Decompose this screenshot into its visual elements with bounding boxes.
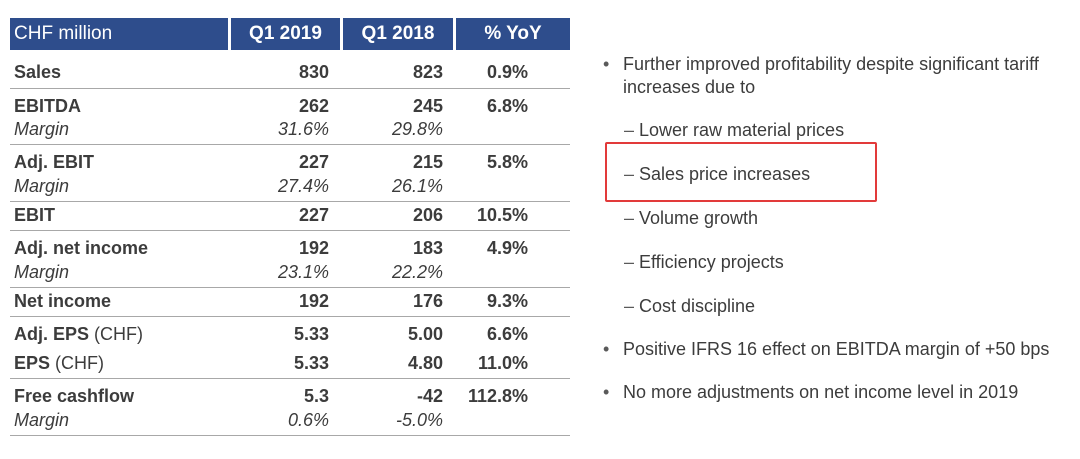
row-label: EBIT [14,205,56,225]
bullet-ifrs16: Positive IFRS 16 effect on EBITDA margin… [623,339,1050,359]
value-yoy: 10.5% [476,205,528,225]
margin-q1-2018: 29.8% [391,119,443,139]
row-label: Sales [14,62,62,82]
value-q1-2019: 5.33 [293,353,329,373]
dash: – [624,164,635,184]
row-label: Adj. net income [14,238,149,258]
highlight-box [605,142,877,202]
value-yoy: 0.9% [486,62,528,82]
value-q1-2018: 5.00 [407,324,443,344]
margin-label: Margin [14,262,70,282]
margin-q1-2018: 22.2% [391,262,443,282]
dash: – [624,208,635,228]
margin-q1-2019: 0.6% [287,410,329,430]
value-q1-2019: 227 [298,205,329,225]
header-q1-2019: Q1 2019 [231,18,340,50]
value-yoy: 9.3% [486,291,528,311]
row-divider [10,316,570,317]
margin-label: Margin [14,176,70,196]
value-yoy: 11.0% [477,353,528,373]
row-label: Adj. EPS (CHF) [14,324,143,345]
row-divider [10,435,570,436]
value-yoy: 5.8% [486,152,528,172]
margin-q1-2018: -5.0% [395,410,443,430]
header-chf-million: CHF million [10,18,228,50]
value-yoy: 4.9% [486,238,528,258]
dash: – [624,252,635,272]
header-q1-2018: Q1 2018 [343,18,453,50]
margin-q1-2019: 31.6% [277,119,329,139]
row-label: EPS (CHF) [14,353,104,374]
row-label-main: EPS [14,353,51,373]
margin-q1-2018: 26.1% [391,176,443,196]
row-divider [10,230,570,231]
value-q1-2018: 4.80 [407,353,443,373]
row-label: EBITDA [14,96,81,116]
bullet-dot: • [603,382,610,402]
value-q1-2018: 206 [412,205,443,225]
bullet-profitability-line2: increases due to [623,77,756,97]
sub-bullet-highlighted: Sales price increases [639,164,811,184]
value-yoy: 112.8% [467,386,528,406]
bullet-no-adjustments: No more adjustments on net income level … [623,382,1019,402]
dash: – [624,296,635,316]
value-q1-2018: 176 [412,291,443,311]
value-q1-2019: 227 [298,152,329,172]
value-q1-2018: 183 [412,238,443,258]
value-q1-2019: 192 [298,291,329,311]
value-q1-2018: 823 [412,62,443,82]
value-q1-2019: 5.3 [303,386,329,406]
value-q1-2018: -42 [416,386,443,406]
margin-label: Margin [14,410,70,430]
row-label: Free cashflow [14,386,135,406]
row-label-unit: (CHF) [50,353,105,373]
row-label-unit: (CHF) [89,324,143,344]
value-q1-2018: 215 [412,152,443,172]
margin-q1-2019: 27.4% [277,176,329,196]
bullet-dot: • [603,339,610,359]
row-divider [10,378,570,379]
row-divider [10,287,570,288]
row-label: Net income [14,291,112,311]
bullet-profitability-line1: Further improved profitability despite s… [623,54,1039,74]
value-q1-2018: 245 [412,96,443,116]
row-label: Adj. EBIT [14,152,94,172]
bullet-dot: • [603,54,610,74]
margin-label: Margin [14,119,70,139]
value-yoy: 6.6% [486,324,528,344]
value-q1-2019: 830 [298,62,329,82]
row-label-main: Adj. EPS [14,324,90,344]
row-divider [10,201,570,202]
margin-q1-2019: 23.1% [277,262,329,282]
value-q1-2019: 5.33 [293,324,329,344]
row-divider [10,88,570,89]
sub-bullet: Cost discipline [639,296,756,316]
sub-bullet: Efficiency projects [639,252,784,272]
value-q1-2019: 262 [298,96,329,116]
value-q1-2019: 192 [298,238,329,258]
row-divider [10,144,570,145]
sub-bullet: Volume growth [639,208,759,228]
dash: – [624,120,635,140]
header-yoy: % YoY [456,18,570,50]
sub-bullet: Lower raw material prices [639,120,845,140]
value-yoy: 6.8% [486,96,528,116]
